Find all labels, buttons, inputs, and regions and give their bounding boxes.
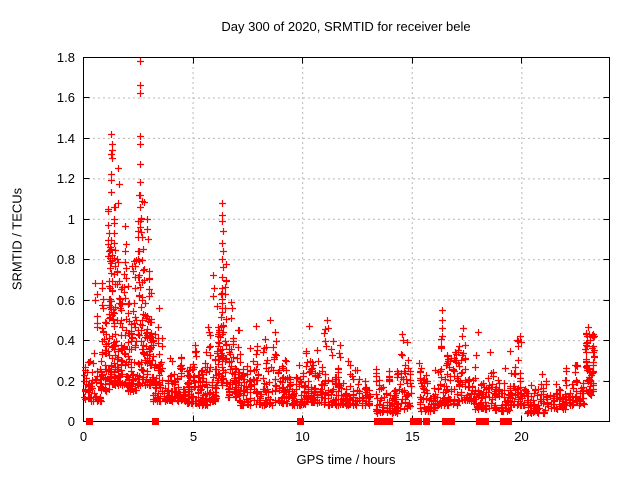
- x-tick-label: 0: [80, 429, 87, 444]
- y-tick-label: 0.4: [57, 333, 75, 348]
- x-tick-label: 5: [190, 429, 197, 444]
- y-tick-label: 1: [68, 212, 75, 227]
- y-tick-label: 1.8: [57, 50, 75, 65]
- tick-labels: 0 5 10 15 20 0 0.2 0.4 0.6 0.8 1 1.2 1.4 1.6 1.8: [57, 50, 529, 444]
- x-tick-label: 10: [295, 429, 309, 444]
- gridlines: [83, 57, 609, 421]
- y-tick-label: 1.6: [57, 90, 75, 105]
- x-tick-label: 20: [514, 429, 528, 444]
- chart-title: Day 300 of 2020, SRMTID for receiver bel…: [221, 19, 471, 34]
- y-tick-label: 0.6: [57, 293, 75, 308]
- scatter-points: [81, 58, 598, 417]
- zero-value-squares: [86, 418, 512, 425]
- y-tick-label: 0.8: [57, 252, 75, 267]
- y-tick-label: 1.2: [57, 171, 75, 186]
- y-tick-label: 0.2: [57, 374, 75, 389]
- y-tick-label: 0: [68, 414, 75, 429]
- y-tick-label: 1.4: [57, 131, 75, 146]
- x-axis-label: GPS time / hours: [296, 452, 396, 467]
- x-tick-label: 15: [405, 429, 419, 444]
